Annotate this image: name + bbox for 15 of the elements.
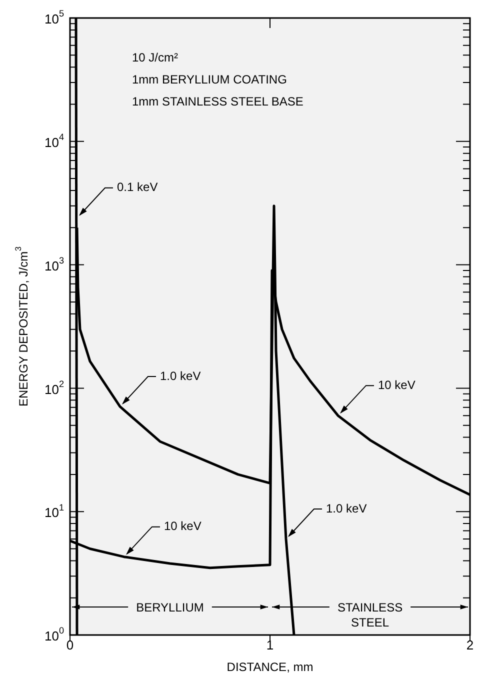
x-tick-label: 1 <box>266 637 274 652</box>
annotation: 10 J/cm² <box>132 50 178 64</box>
annotation: 1.0 keV <box>160 368 201 383</box>
annotation: 10 keV <box>164 519 202 534</box>
annotation: 1mm STAINLESS STEEL BASE <box>132 94 304 108</box>
annotation: 0.1 keV <box>117 180 158 194</box>
annotation: 10 keV <box>378 378 416 392</box>
x-tick-label: 0 <box>66 637 74 652</box>
annotation: 1mm BERYLLIUM COATING <box>132 72 287 86</box>
band-label: STAINLESS STEEL <box>337 600 403 630</box>
x-tick-label: 2 <box>466 637 474 652</box>
band-label: BERYLLIUM <box>136 600 204 614</box>
x-axis-title: DISTANCE, mm <box>226 660 314 674</box>
annotation: 1.0 keV <box>326 501 367 516</box>
y-axis-title: ENERGY DEPOSITED, J/cm3 <box>12 246 30 407</box>
